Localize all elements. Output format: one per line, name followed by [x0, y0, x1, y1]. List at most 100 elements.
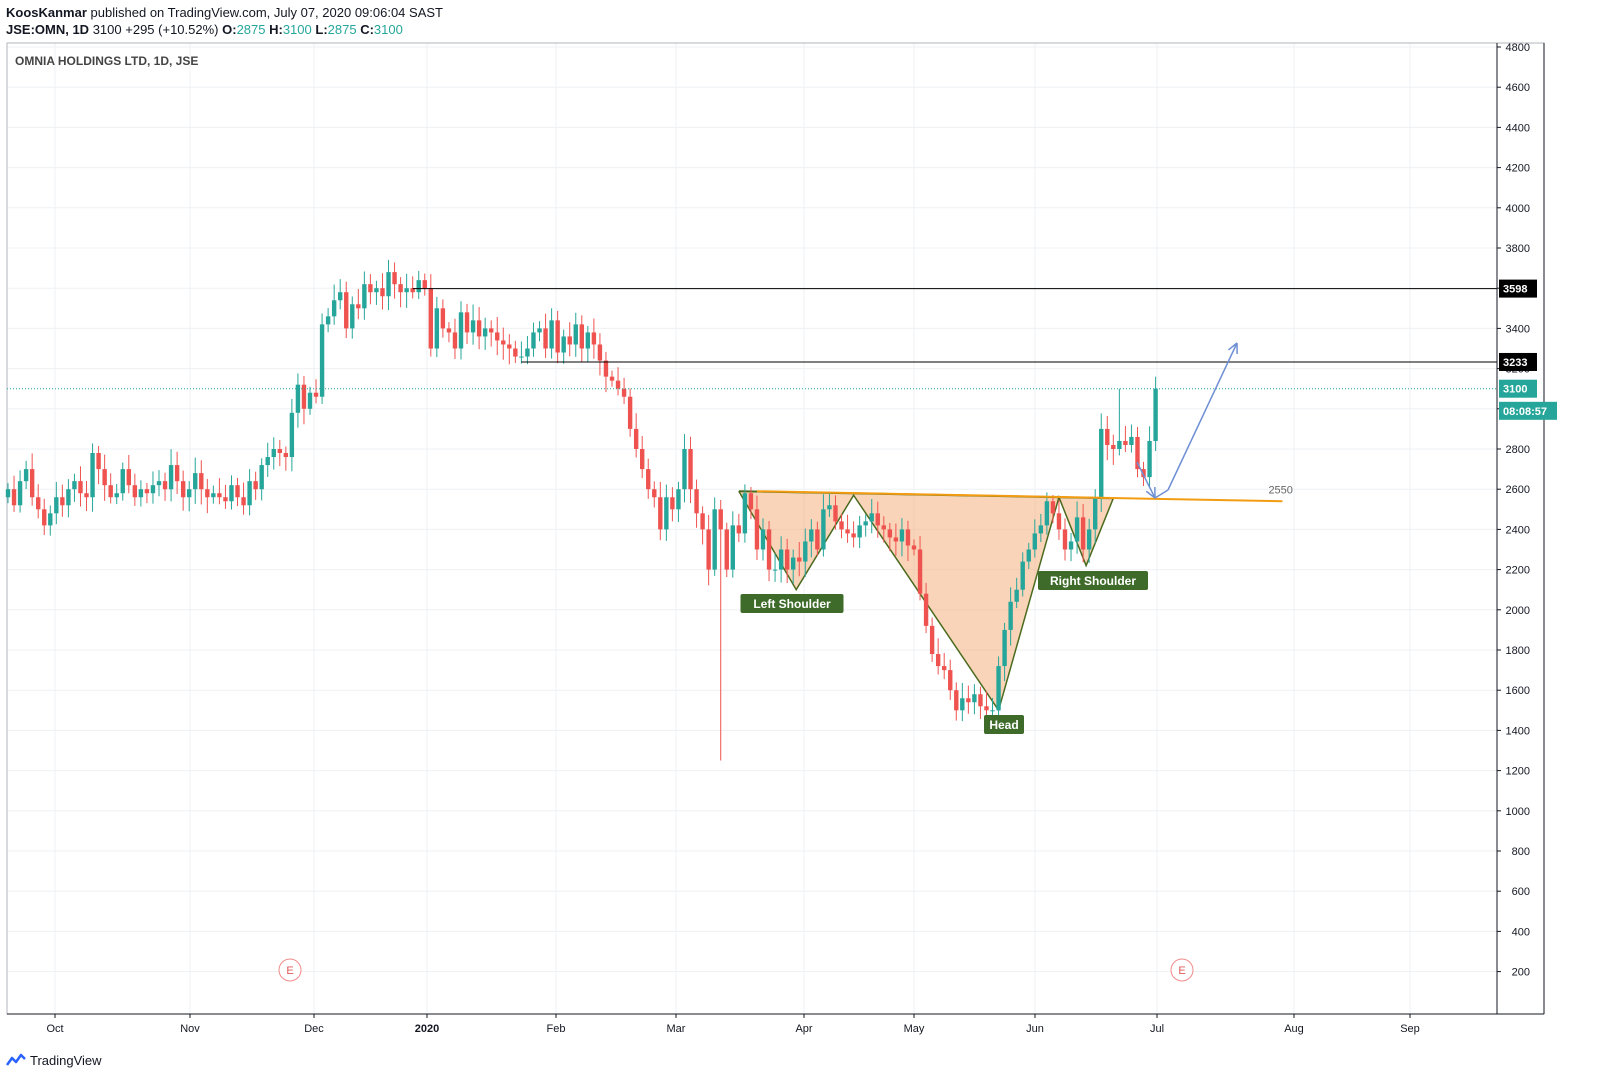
pattern-label-bg[interactable] [1038, 571, 1148, 590]
y-tick-label: 4200 [1506, 163, 1530, 175]
pattern-label[interactable]: Left Shoulder [753, 597, 831, 611]
candle-body [579, 324, 584, 349]
candle-body [1147, 440, 1152, 478]
pullback-arrow[interactable] [1136, 461, 1156, 499]
pattern-label-bg[interactable] [984, 715, 1024, 734]
candle-body [833, 505, 838, 522]
candle-body [410, 288, 415, 293]
candle-body [108, 485, 113, 498]
pattern-label[interactable]: Head [989, 718, 1018, 732]
candle-body [289, 412, 295, 458]
candle-body [458, 312, 464, 349]
tradingview-logo-icon[interactable] [6, 1052, 26, 1068]
candle-body [1086, 529, 1092, 550]
y-tick-label: 1000 [1506, 806, 1530, 818]
candle-body [1008, 601, 1013, 630]
candle-body [1062, 529, 1068, 550]
candle-body [114, 493, 119, 498]
author-name[interactable]: KoosKanmar [6, 5, 87, 20]
candle-body [1099, 428, 1104, 498]
candle-body [1093, 497, 1098, 530]
candle-body [791, 557, 796, 570]
candle-body [573, 324, 578, 345]
candle-body [23, 469, 29, 482]
chart-header: KoosKanmar published on TradingView.com,… [6, 4, 443, 38]
candle-body [627, 396, 633, 429]
candle-body [881, 525, 886, 530]
candle-body [1056, 513, 1062, 530]
x-tick-label: Dec [304, 1023, 324, 1035]
candle-body [187, 489, 192, 498]
candle-body [1050, 501, 1056, 514]
candle-body [440, 308, 446, 329]
candle-body [706, 529, 711, 570]
candle-body [338, 292, 343, 301]
price-tag-label: 3233 [1503, 357, 1527, 369]
candle-body [688, 449, 693, 490]
candle-body [301, 384, 307, 409]
x-tick-label: Mar [667, 1023, 686, 1035]
candle-body [948, 670, 953, 691]
y-tick-label: 2200 [1506, 565, 1530, 577]
candle-body [386, 272, 391, 297]
candle-body [229, 485, 234, 502]
neckline-label: 2550 [1268, 484, 1292, 496]
candle-body [90, 453, 95, 498]
candle-body [168, 465, 174, 490]
price-axis[interactable]: 4800460044004200400038003600340032003000… [1496, 42, 1557, 1014]
price-tag-label: 08:08:57 [1503, 406, 1547, 418]
y-tick-label: 600 [1512, 886, 1530, 898]
earnings-marker-label: E [1178, 965, 1185, 977]
time-axis[interactable]: Oct Nov Dec 2020 Feb Mar Apr May Jun Jul Aug Sep [46, 1014, 1420, 1035]
candle-body [428, 288, 433, 349]
earnings-marker[interactable] [1170, 958, 1194, 982]
candle-body [362, 284, 367, 309]
candle-body [1105, 428, 1110, 445]
published-info: published on TradingView.com, July 07, 2… [90, 5, 443, 20]
candle-body [150, 485, 156, 494]
chart-title: OMNIA HOLDINGS LTD, 1D, JSE [15, 54, 198, 68]
candle-body [815, 529, 820, 550]
x-tick-label: Apr [795, 1023, 812, 1035]
candle-body [766, 529, 772, 570]
y-tick-label: 3800 [1506, 243, 1530, 255]
candle-body [1074, 517, 1080, 542]
pattern-label-bg[interactable] [740, 594, 844, 613]
candle-body [392, 272, 397, 285]
candle-body [664, 497, 669, 530]
candle-body [295, 384, 301, 413]
grid-lines [7, 43, 1497, 1014]
candle-body [531, 332, 536, 349]
low-value: 2875 [327, 22, 357, 37]
candle-body [1038, 525, 1044, 534]
candle-body [863, 521, 868, 526]
candle-body [1117, 440, 1122, 449]
annotations[interactable]: 2550 Left Shoulder Head Right Shoulder E E [278, 342, 1293, 982]
candle-body [893, 537, 899, 542]
candle-body [821, 509, 826, 550]
price-tag-label: 3598 [1503, 284, 1527, 296]
candle-body [325, 316, 331, 325]
candle-body [205, 489, 210, 498]
candle-body [313, 392, 319, 397]
candle-body [476, 320, 482, 337]
candle-body [398, 284, 403, 293]
candle-body [1123, 440, 1128, 445]
x-tick-label: Nov [180, 1023, 200, 1035]
candle-body [29, 469, 35, 498]
candle-body [603, 360, 609, 377]
candle-body [489, 328, 494, 333]
pattern-label[interactable]: Right Shoulder [1050, 574, 1136, 588]
open-label: O: [222, 22, 237, 37]
candle-body [760, 529, 766, 550]
y-tick-label: 1200 [1506, 766, 1530, 778]
candle-body [1080, 517, 1086, 550]
candle-body [682, 449, 687, 490]
target-arrow[interactable] [1167, 342, 1238, 491]
earnings-marker[interactable] [278, 958, 302, 982]
horizontal-lines[interactable] [7, 288, 1497, 390]
candle-body [1111, 444, 1116, 449]
neckline[interactable] [756, 490, 1283, 503]
tradingview-brand[interactable]: TradingView [30, 1052, 102, 1068]
